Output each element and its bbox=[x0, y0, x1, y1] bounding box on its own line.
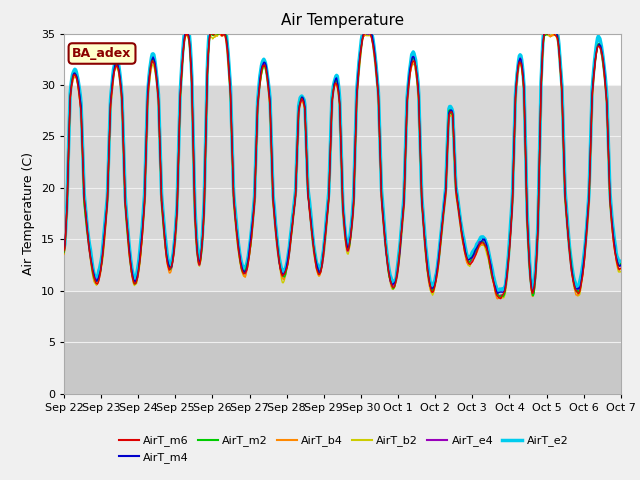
Y-axis label: Air Temperature (C): Air Temperature (C) bbox=[22, 152, 35, 275]
Bar bbox=[64, 291, 621, 394]
Legend: AirT_m6, AirT_m4, AirT_m2, AirT_b4, AirT_b2, AirT_e4, AirT_e2: AirT_m6, AirT_m4, AirT_m2, AirT_b4, AirT… bbox=[114, 431, 573, 467]
Bar bbox=[64, 34, 621, 85]
Text: BA_adex: BA_adex bbox=[72, 47, 132, 60]
Bar bbox=[64, 85, 621, 291]
Title: Air Temperature: Air Temperature bbox=[281, 13, 404, 28]
